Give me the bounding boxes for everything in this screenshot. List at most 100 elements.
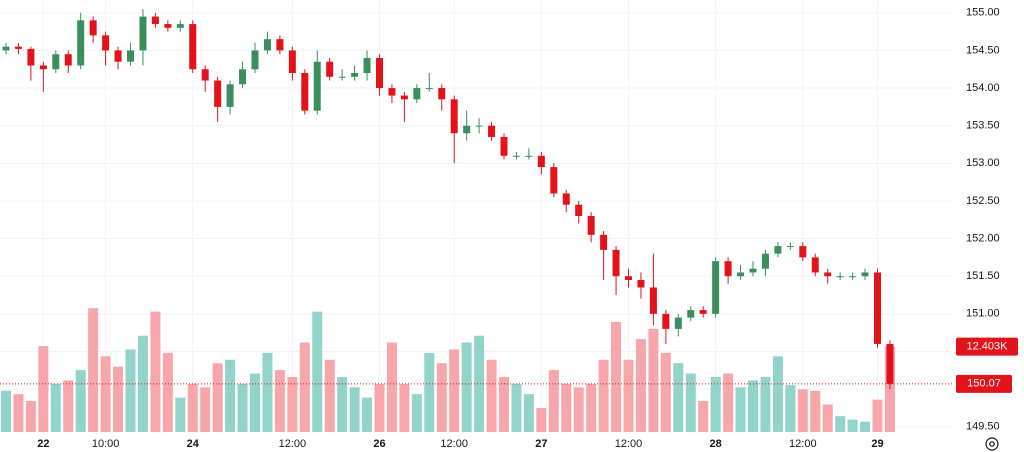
candle-body	[849, 276, 857, 278]
candle-body	[39, 65, 47, 70]
volume-bar	[561, 383, 572, 432]
candle-body	[2, 46, 10, 51]
volume-bar	[1, 390, 11, 432]
volume-bar	[635, 339, 646, 432]
volume-bar	[822, 404, 833, 432]
volume-bar	[884, 346, 895, 432]
volume-bar	[274, 370, 285, 432]
volume-bar	[860, 421, 871, 432]
last-price-tag	[956, 374, 1012, 393]
settings-hub	[989, 441, 995, 447]
candle-body	[874, 272, 881, 344]
x-tick-label: 27	[535, 438, 547, 450]
x-tick-label: 12:00	[615, 438, 643, 450]
volume-bar	[785, 385, 796, 432]
candle-body	[811, 257, 819, 273]
volume-bar	[100, 356, 111, 432]
y-tick-label: 151.00	[966, 308, 1000, 320]
candle-body	[799, 246, 807, 258]
candle-body	[313, 61, 321, 111]
volume-bar	[162, 352, 173, 432]
candle-body	[600, 234, 608, 250]
candle-body	[288, 50, 296, 74]
volume-bar	[872, 399, 883, 432]
settings-icon[interactable]	[985, 437, 999, 451]
candle-body	[575, 204, 583, 216]
candle-body	[500, 136, 508, 156]
volume-bar	[312, 311, 323, 432]
x-tick-label: 12:00	[279, 438, 307, 450]
volume-bar	[698, 401, 709, 432]
axes: 149.50150.00150.50151.00151.50152.00152.…	[0, 7, 1018, 450]
volume-bar	[424, 352, 435, 432]
candle-body	[301, 73, 309, 111]
volume-bar	[499, 376, 509, 432]
volume-bar	[125, 349, 136, 432]
candle-body	[413, 88, 421, 100]
candle-body	[674, 317, 682, 329]
volume-bar	[735, 387, 746, 432]
volume-bar	[835, 416, 846, 432]
volume-bar	[75, 370, 86, 432]
candle-body	[637, 279, 645, 288]
volume-bar	[772, 356, 783, 432]
x-tick-label: 12:00	[789, 438, 817, 450]
volume-bar	[250, 373, 260, 432]
volume-bar	[299, 342, 310, 432]
volume-bar	[523, 394, 534, 432]
x-tick-label: 22	[37, 438, 49, 450]
volume-bar	[536, 407, 547, 432]
candle-body	[27, 48, 35, 66]
candle-body	[774, 246, 782, 254]
x-tick-label: 28	[710, 438, 722, 450]
candle-body	[14, 46, 22, 49]
candle-body	[77, 20, 85, 66]
candle-pane	[2, 9, 894, 390]
candle-body	[438, 88, 446, 100]
candle-body	[687, 310, 695, 318]
volume-bar	[461, 342, 472, 432]
candle-body	[400, 95, 408, 100]
candle-body	[463, 125, 471, 134]
volume-bar	[200, 387, 211, 432]
candle-body	[388, 88, 396, 96]
volume-bar	[287, 376, 298, 432]
y-tick-label: 155.00	[966, 7, 1000, 19]
volume-bar	[225, 359, 236, 432]
y-tick-label: 154.50	[966, 44, 1000, 56]
candle-body	[89, 20, 97, 36]
volume-bar	[660, 352, 671, 432]
volume-bar	[847, 419, 858, 432]
volume-bar	[723, 373, 734, 432]
volume-bar	[113, 366, 124, 432]
candle-body	[537, 155, 545, 168]
candle-body	[512, 155, 520, 157]
volume-bar	[399, 383, 410, 432]
volume-bar	[436, 363, 447, 432]
volume-bar	[175, 397, 186, 432]
candle-body	[712, 261, 720, 314]
candle-body	[587, 216, 595, 235]
y-tick-label: 151.50	[966, 270, 1000, 282]
volume-bar	[748, 380, 758, 432]
x-tick-label: 12:00	[440, 438, 468, 450]
candle-body	[189, 24, 197, 70]
candle-body	[102, 35, 110, 51]
candle-body	[488, 125, 496, 137]
volume-bar	[374, 383, 385, 432]
candle-body	[164, 24, 172, 28]
volume-bar	[349, 387, 360, 432]
volume-bar	[598, 359, 609, 432]
y-tick-label: 153.00	[966, 157, 1000, 169]
volume-bar	[38, 346, 49, 432]
candle-body	[861, 272, 869, 277]
candle-body	[127, 50, 134, 62]
candle-body	[139, 16, 147, 51]
x-tick-label: 26	[373, 438, 385, 450]
x-tick-label: 24	[187, 438, 200, 450]
volume-bar	[611, 321, 622, 432]
x-tick-label: 29	[871, 438, 883, 450]
y-tick-label: 152.50	[966, 195, 1000, 207]
volume-bar	[573, 387, 584, 432]
